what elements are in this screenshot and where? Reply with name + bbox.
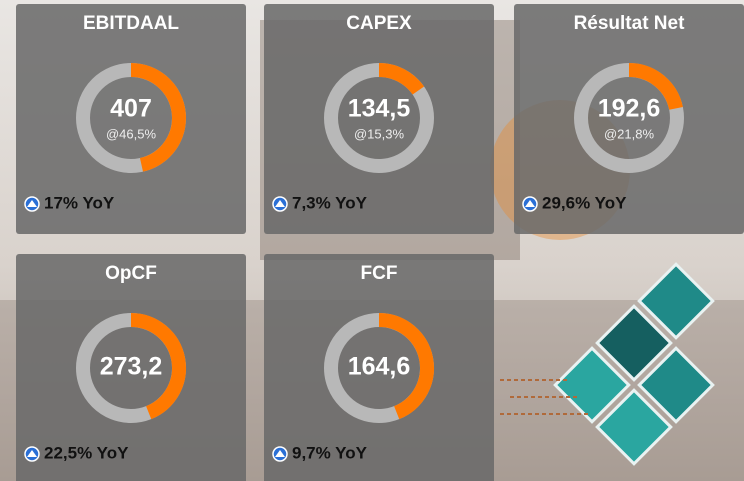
up-arrow — [275, 200, 285, 207]
kpi-value: 192,6 — [598, 95, 661, 123]
yoy: 9,7% YoY — [292, 443, 368, 462]
share-label: @46,5% — [106, 126, 156, 141]
card-title: OpCF — [105, 263, 157, 284]
donut-arc — [628, 63, 683, 111]
donut-arc — [378, 313, 434, 420]
kpi-card: OpCF 273,2 22,5% YoY — [16, 254, 246, 481]
kpi-value: 164,6 — [348, 353, 411, 381]
up-arrow — [27, 200, 37, 207]
up-arrow — [275, 450, 285, 457]
share-label: @21,8% — [604, 126, 654, 141]
card-title: FCF — [361, 263, 398, 284]
kpi-value: 407 — [110, 95, 152, 123]
donut-arc — [130, 63, 186, 172]
card-bg — [264, 4, 494, 234]
card-title: CAPEX — [346, 13, 412, 34]
card-title: Résultat Net — [574, 13, 686, 34]
logo-lines — [500, 379, 590, 415]
kpi-value: 273,2 — [100, 353, 163, 381]
yoy: 17% YoY — [44, 193, 115, 212]
card-bg — [514, 4, 744, 234]
yoy: 29,6% YoY — [542, 193, 627, 212]
share-label: @15,3% — [354, 126, 404, 141]
kpi-card: CAPEX 134,5 @15,3% 7,3% YoY — [264, 4, 494, 234]
kpi-value: 134,5 — [348, 95, 411, 123]
kpi-card: FCF 164,6 9,7% YoY — [264, 254, 494, 481]
card-bg — [16, 254, 246, 481]
yoy: 7,3% YoY — [292, 193, 368, 212]
kpi-card: Résultat Net 192,6 @21,8% 29,6% YoY — [514, 4, 744, 234]
card-bg — [264, 254, 494, 481]
donut-arc — [378, 63, 425, 95]
up-arrow — [525, 200, 535, 207]
yoy: 22,5% YoY — [44, 443, 129, 462]
donut-arc — [130, 313, 186, 420]
kpi-card: EBITDAAL 407 @46,5% 17% YoY — [16, 4, 246, 234]
logo — [553, 262, 715, 466]
card-title: EBITDAAL — [83, 13, 179, 34]
card-bg — [16, 4, 246, 234]
up-arrow — [27, 450, 37, 457]
